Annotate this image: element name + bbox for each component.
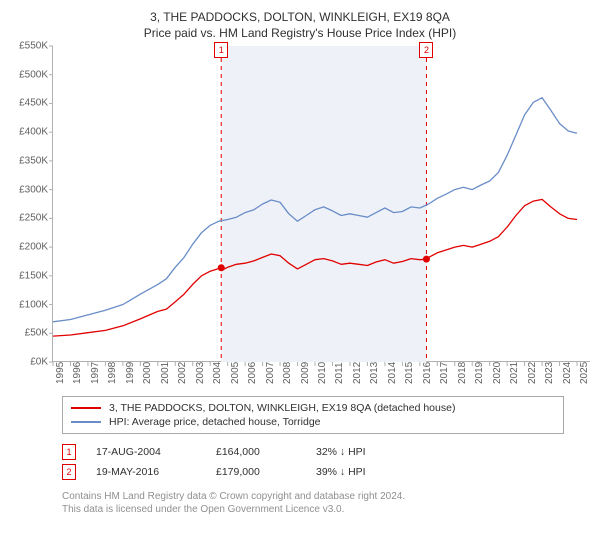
shaded-band <box>221 46 426 362</box>
x-tick-label: 1996 <box>72 362 83 384</box>
y-tick-label: £150K <box>19 270 48 281</box>
legend-swatch <box>71 407 101 409</box>
x-tick-label: 2020 <box>492 362 503 384</box>
x-tick-label: 1997 <box>90 362 101 384</box>
x-tick-label: 2007 <box>265 362 276 384</box>
chart-container: 3, THE PADDOCKS, DOLTON, WINKLEIGH, EX19… <box>0 0 600 516</box>
x-tick-label: 2015 <box>404 362 415 384</box>
x-tick-label: 2003 <box>195 362 206 384</box>
legend: 3, THE PADDOCKS, DOLTON, WINKLEIGH, EX19… <box>62 396 564 434</box>
y-tick-label: £100K <box>19 299 48 310</box>
x-tick-label: 2005 <box>230 362 241 384</box>
x-tick-label: 2017 <box>439 362 450 384</box>
attribution-line: Contains HM Land Registry data © Crown c… <box>62 490 564 503</box>
x-tick-label: 2025 <box>579 362 590 384</box>
note-delta: 39% ↓ HPI <box>316 466 416 478</box>
note-row: 2 19-MAY-2016 £179,000 39% ↓ HPI <box>62 462 564 482</box>
note-date: 19-MAY-2016 <box>96 466 196 478</box>
y-tick-label: £350K <box>19 155 48 166</box>
event-notes: 1 17-AUG-2004 £164,000 32% ↓ HPI 2 19-MAY-201… <box>62 442 564 482</box>
chart-title: 3, THE PADDOCKS, DOLTON, WINKLEIGH, EX19… <box>10 10 590 24</box>
note-price: £164,000 <box>216 446 296 458</box>
x-tick-label: 2018 <box>457 362 468 384</box>
x-tick-label: 2009 <box>300 362 311 384</box>
x-tick-label: 2013 <box>369 362 380 384</box>
y-tick-label: £0K <box>30 357 48 368</box>
legend-swatch <box>71 421 101 423</box>
y-tick-label: £300K <box>19 184 48 195</box>
x-tick-label: 2000 <box>142 362 153 384</box>
x-tick-label: 2004 <box>212 362 223 384</box>
legend-label: 3, THE PADDOCKS, DOLTON, WINKLEIGH, EX19… <box>109 402 455 414</box>
note-number-box: 1 <box>62 444 76 460</box>
x-tick-label: 2022 <box>527 362 538 384</box>
attribution: Contains HM Land Registry data © Crown c… <box>62 490 564 516</box>
legend-label: HPI: Average price, detached house, Torr… <box>109 416 321 428</box>
plot-svg <box>53 46 591 362</box>
x-axis: 1995 1996 1997 1998 1999 2000 2001 2002 2003 2004… <box>52 362 590 386</box>
x-tick-label: 1998 <box>107 362 118 384</box>
note-row: 1 17-AUG-2004 £164,000 32% ↓ HPI <box>62 442 564 462</box>
y-tick-label: £400K <box>19 127 48 138</box>
plot-area <box>52 46 590 362</box>
x-tick-label: 2001 <box>160 362 171 384</box>
x-tick-label: 2006 <box>247 362 258 384</box>
chart-area: £0K £50K £100K £150K £200K £250K £300K £350K £40… <box>10 46 590 386</box>
x-tick-label: 1999 <box>125 362 136 384</box>
x-tick-label: 2019 <box>474 362 485 384</box>
y-tick-label: £250K <box>19 213 48 224</box>
x-tick-label: 2011 <box>334 362 345 384</box>
x-tick-label: 2023 <box>544 362 555 384</box>
note-price: £179,000 <box>216 466 296 478</box>
x-tick-label: 2002 <box>177 362 188 384</box>
x-tick-label: 2021 <box>509 362 520 384</box>
note-date: 17-AUG-2004 <box>96 446 196 458</box>
y-tick-label: £550K <box>19 41 48 52</box>
x-tick-label: 2010 <box>317 362 328 384</box>
x-tick-label: 2016 <box>422 362 433 384</box>
x-tick-label: 2008 <box>282 362 293 384</box>
x-tick-label: 1995 <box>55 362 66 384</box>
x-tick-label: 2012 <box>352 362 363 384</box>
x-tick-label: 2014 <box>387 362 398 384</box>
titles: 3, THE PADDOCKS, DOLTON, WINKLEIGH, EX19… <box>10 10 590 40</box>
x-tick-label: 2024 <box>562 362 573 384</box>
y-tick-label: £50K <box>25 328 48 339</box>
attribution-line: This data is licensed under the Open Gov… <box>62 503 564 516</box>
y-tick-label: £500K <box>19 69 48 80</box>
legend-item: HPI: Average price, detached house, Torr… <box>71 415 555 429</box>
note-delta: 32% ↓ HPI <box>316 446 416 458</box>
legend-item: 3, THE PADDOCKS, DOLTON, WINKLEIGH, EX19… <box>71 401 555 415</box>
chart-subtitle: Price paid vs. HM Land Registry's House … <box>10 26 590 40</box>
note-number-box: 2 <box>62 464 76 480</box>
y-tick-label: £450K <box>19 98 48 109</box>
y-tick-label: £200K <box>19 242 48 253</box>
y-axis: £0K£50K£100K£150K£200K£250K£300K£350K£40… <box>10 46 52 362</box>
